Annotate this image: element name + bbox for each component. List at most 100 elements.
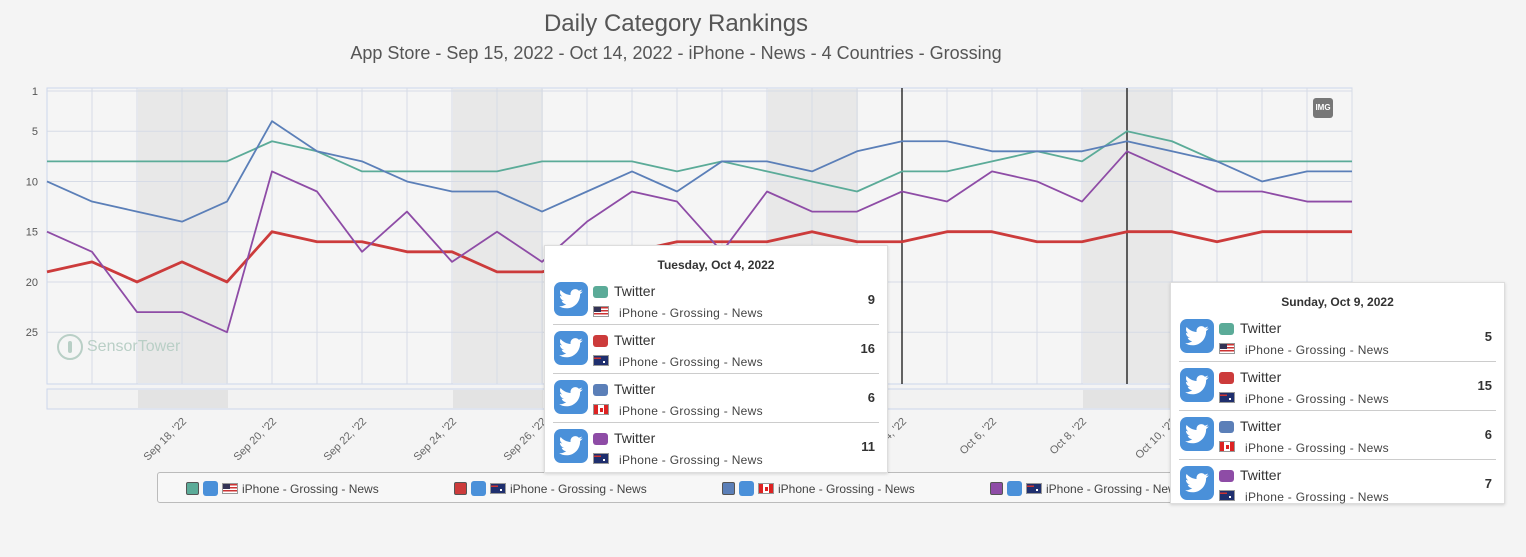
tooltip-subtitle: iPhone - Grossing - News [1245, 343, 1389, 357]
legend-item-us[interactable]: iPhone - Grossing - News [186, 481, 379, 496]
date-markers [901, 88, 1128, 384]
tooltip-date: Tuesday, Oct 4, 2022 [657, 258, 775, 272]
tooltip-rank: 9 [867, 292, 875, 307]
tooltip-subtitle: iPhone - Grossing - News [619, 306, 763, 320]
twitter-app-icon [739, 481, 754, 496]
twitter-app-icon [554, 380, 588, 414]
twitter-app-icon [471, 481, 486, 496]
twitter-app-icon [554, 429, 588, 463]
navigator-band [1083, 390, 1173, 408]
chart-legend: iPhone - Grossing - News iPhone - Grossi… [157, 472, 1197, 503]
twitter-app-icon [1180, 466, 1214, 500]
tooltip-oct-9: Sunday, Oct 9, 2022 Twitter iPhone - Gross… [1170, 282, 1505, 504]
tooltip-subtitle: iPhone - Grossing - News [619, 355, 763, 369]
tooltip-subtitle: iPhone - Grossing - News [619, 404, 763, 418]
y-tick-label: 10 [26, 176, 38, 188]
tooltip-rank: 6 [1484, 427, 1492, 442]
twitter-app-icon [1180, 368, 1214, 402]
y-tick-label: 20 [26, 277, 38, 289]
ca-flag-icon [1219, 441, 1235, 452]
us-flag-icon [1219, 343, 1235, 354]
twitter-app-icon [554, 282, 588, 316]
series-line-2[interactable] [46, 230, 1352, 284]
series-swatch [1219, 421, 1234, 433]
tooltip-subtitle: iPhone - Grossing - News [1245, 392, 1389, 406]
series-line-1[interactable] [47, 130, 1352, 193]
tooltip-app-name: Twitter [1240, 369, 1282, 385]
twitter-app-icon [554, 331, 588, 365]
ca-flag-icon [593, 404, 609, 415]
tooltip-rank: 6 [867, 390, 875, 405]
legend-item-au-red[interactable]: iPhone - Grossing - News [454, 481, 647, 496]
watermark-text: SensorTower [87, 338, 181, 355]
legend-item-au-purple[interactable]: iPhone - Grossing - News [990, 481, 1183, 496]
y-tick-label: 25 [26, 327, 38, 339]
legend-label: iPhone - Grossing - News [1046, 481, 1183, 496]
series-lines [46, 120, 1352, 334]
twitter-app-icon [1007, 481, 1022, 496]
tooltip-row: Twitter iPhone - Grossing - News 15 [1179, 362, 1496, 411]
sensortower-watermark: SensorTower [57, 334, 180, 360]
legend-item-ca[interactable]: iPhone - Grossing - News [722, 481, 915, 496]
legend-swatch [186, 482, 199, 495]
tooltip-subtitle: iPhone - Grossing - News [1245, 441, 1389, 455]
tooltip-row: Twitter iPhone - Grossing - News 16 [553, 325, 879, 374]
series-swatch [593, 286, 608, 298]
series-swatch [593, 335, 608, 347]
export-image-button[interactable]: IMG [1313, 98, 1333, 118]
x-tick-label: Sep 26, '22 [502, 416, 550, 464]
tooltip-rank: 5 [1484, 329, 1492, 344]
tooltip-app-name: Twitter [1240, 418, 1282, 434]
legend-label: iPhone - Grossing - News [242, 481, 379, 496]
y-tick-label: 5 [32, 126, 38, 138]
x-tick-label: Sep 22, '22 [322, 416, 370, 464]
legend-swatch [454, 482, 467, 495]
series-swatch [1219, 470, 1234, 482]
au-flag-icon [1026, 483, 1042, 494]
twitter-app-icon [1180, 417, 1214, 451]
series-line-3[interactable] [46, 120, 1352, 223]
tooltip-oct-4: Tuesday, Oct 4, 2022 Twitter iPhone - Gros… [544, 245, 888, 473]
tooltip-row: Twitter iPhone - Grossing - News 9 [553, 276, 879, 325]
gridlines [47, 88, 1353, 384]
legend-swatch [722, 482, 735, 495]
x-tick-label: Sep 20, '22 [232, 416, 280, 464]
y-tick-label: 15 [26, 227, 38, 239]
weekend-band [453, 89, 543, 383]
chart-title: Daily Category Rankings [543, 10, 809, 37]
tooltip-subtitle: iPhone - Grossing - News [1245, 490, 1389, 504]
series-swatch [1219, 323, 1234, 335]
tooltip-date: Sunday, Oct 9, 2022 [1281, 295, 1394, 309]
tooltip-app-name: Twitter [1240, 320, 1282, 336]
us-flag-icon [593, 306, 609, 317]
tooltip-rank: 7 [1484, 476, 1492, 491]
au-flag-icon [490, 483, 506, 494]
twitter-app-icon [203, 481, 218, 496]
tooltip-rank: 16 [860, 341, 875, 356]
x-tick-label: Oct 6, '22 [958, 416, 1000, 458]
x-tick-label: Sep 18, '22 [142, 416, 190, 464]
navigator-band [138, 390, 228, 408]
tooltip-row: Twitter iPhone - Grossing - News 7 [1179, 460, 1496, 508]
chart-subtitle: App Store - Sep 15, 2022 - Oct 14, 2022 … [350, 43, 1002, 63]
tooltip-app-name: Twitter [1240, 467, 1282, 483]
tooltip-app-name: Twitter [614, 283, 656, 299]
au-flag-icon [1219, 392, 1235, 403]
tooltip-app-name: Twitter [614, 430, 656, 446]
au-flag-icon [593, 453, 609, 464]
ca-flag-icon [758, 483, 774, 494]
y-tick-label: 1 [32, 86, 38, 98]
twitter-app-icon [1180, 319, 1214, 353]
x-tick-label: Oct 8, '22 [1048, 416, 1090, 458]
tooltip-row: Twitter iPhone - Grossing - News 6 [553, 374, 879, 423]
series-swatch [593, 433, 608, 445]
series-swatch [1219, 372, 1234, 384]
us-flag-icon [222, 483, 238, 494]
series-line-4[interactable] [46, 150, 1352, 334]
tooltip-app-name: Twitter [614, 381, 656, 397]
weekend-band [1083, 89, 1173, 383]
series-swatch [593, 384, 608, 396]
tooltip-rank: 11 [861, 439, 875, 454]
tooltip-row: Twitter iPhone - Grossing - News 6 [1179, 411, 1496, 460]
